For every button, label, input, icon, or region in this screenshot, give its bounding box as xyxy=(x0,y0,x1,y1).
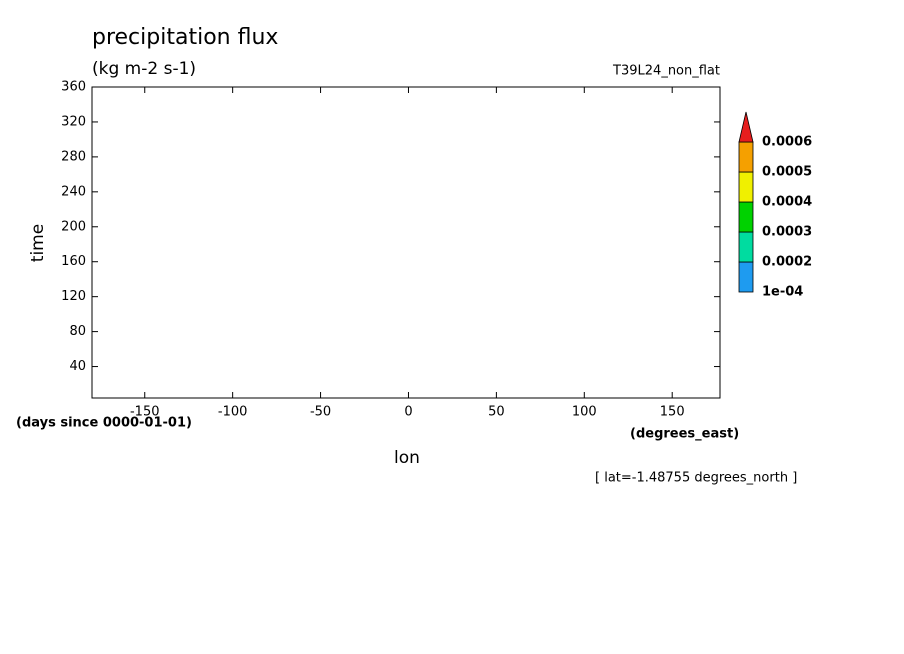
x-tick-label: -100 xyxy=(218,405,248,420)
x-tick-label: -150 xyxy=(130,405,160,420)
x-units: (degrees_east) xyxy=(630,427,739,442)
chart-subtitle: (kg m-2 s-1) xyxy=(92,59,196,79)
y-axis-label: time xyxy=(28,224,48,262)
y-tick-label: 120 xyxy=(61,289,86,304)
colorbar-box xyxy=(738,141,754,173)
y-tick-label: 320 xyxy=(61,114,86,129)
y-tick-label: 240 xyxy=(61,184,86,199)
x-tick-label: 100 xyxy=(572,405,597,420)
y-tick-label: 80 xyxy=(69,324,86,339)
chart-title: precipitation flux xyxy=(92,25,278,50)
colorbar-box xyxy=(738,231,754,263)
colorbar-label: 0.0006 xyxy=(762,135,812,150)
colorbar-extension xyxy=(738,111,754,143)
y-tick-label: 360 xyxy=(61,80,86,95)
x-tick-label: -50 xyxy=(310,405,331,420)
x-tick-label: 50 xyxy=(488,405,505,420)
y-tick-label: 280 xyxy=(61,149,86,164)
y-tick-label: 40 xyxy=(69,359,86,374)
x-tick-label: 150 xyxy=(660,405,685,420)
y-units: (days since 0000-01-01) xyxy=(16,416,192,431)
colorbar-label: 0.0003 xyxy=(762,225,812,240)
y-tick-label: 160 xyxy=(61,254,86,269)
colorbar-box xyxy=(738,201,754,233)
x-tick-label: 0 xyxy=(404,405,412,420)
dataset-label: T39L24_non_flat xyxy=(612,64,720,79)
colorbar-label: 0.0005 xyxy=(762,165,812,180)
plot-frame xyxy=(91,86,721,399)
colorbar-label: 0.0002 xyxy=(762,255,812,270)
colorbar-label: 0.0004 xyxy=(762,195,812,210)
colorbar-label: 1e-04 xyxy=(762,285,803,300)
colorbar-box xyxy=(738,171,754,203)
x-axis-label: lon xyxy=(394,448,420,468)
annotation: [ lat=-1.48755 degrees_north ] xyxy=(595,471,797,486)
colorbar-box xyxy=(738,261,754,293)
y-tick-label: 200 xyxy=(61,219,86,234)
